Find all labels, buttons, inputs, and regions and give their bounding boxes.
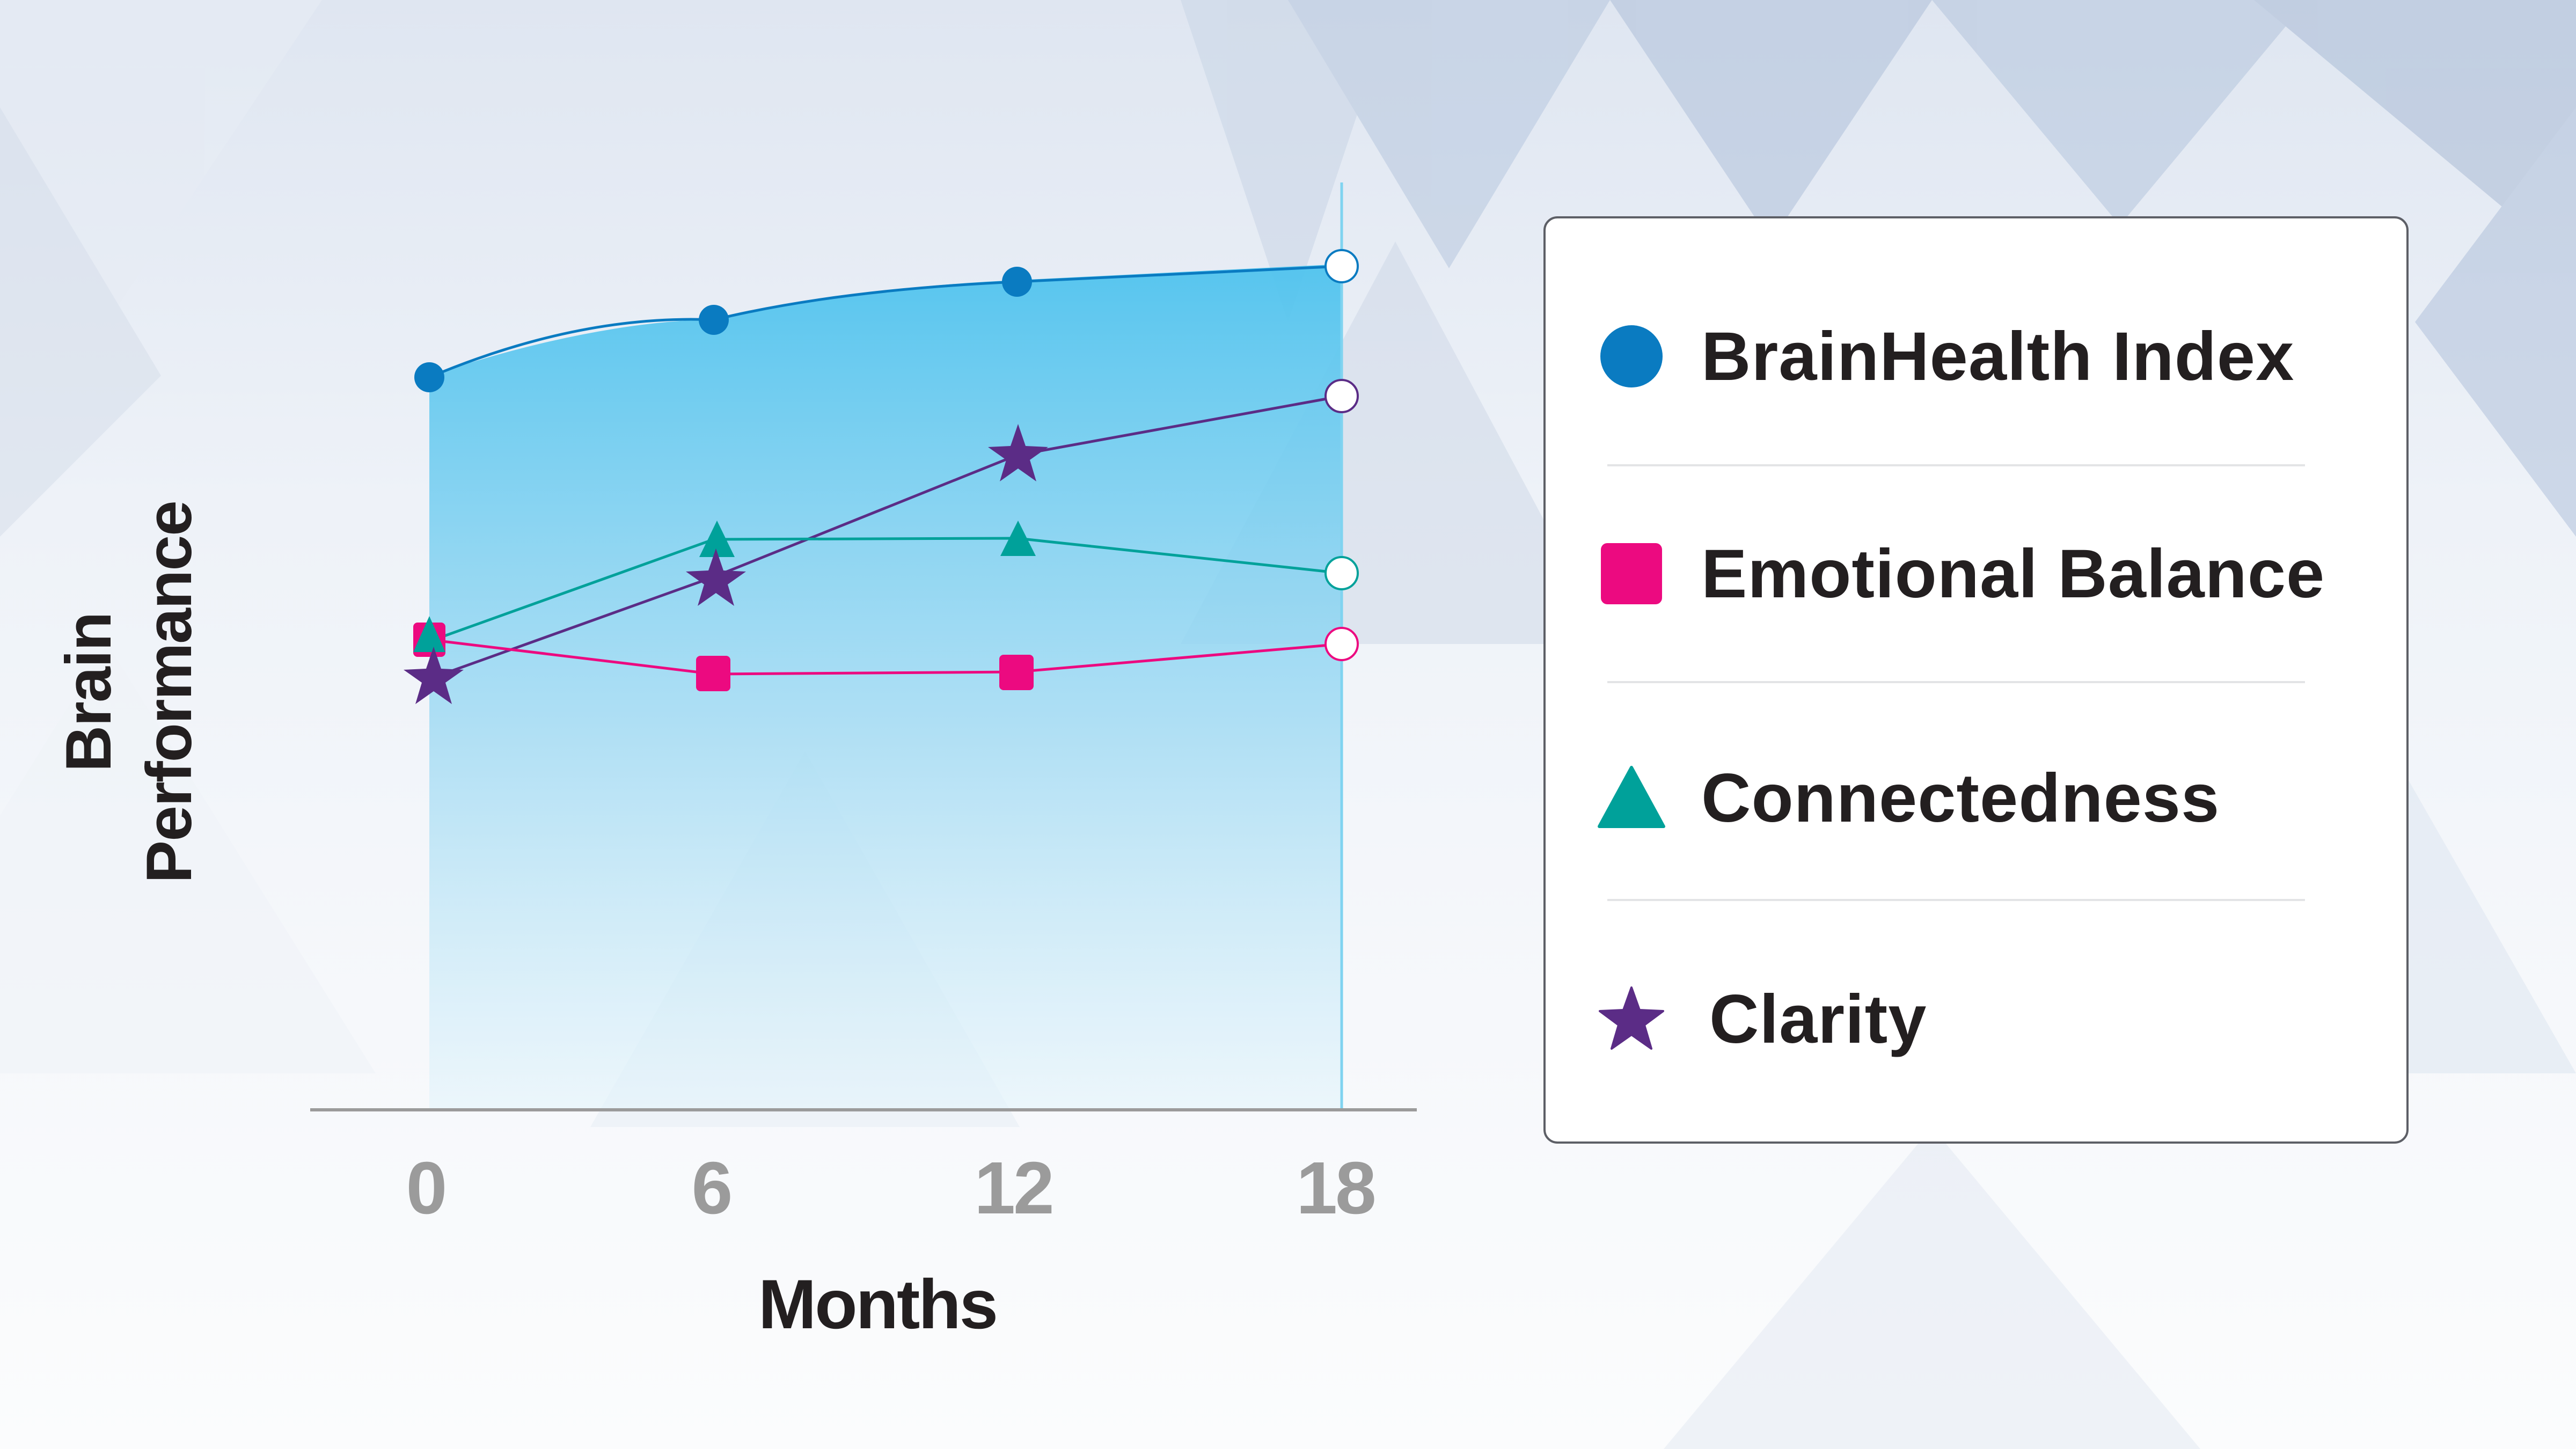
- connectedness-point-18: [1324, 556, 1359, 590]
- y-axis-label-line2: Performance: [133, 501, 205, 883]
- emotional-balance-point-6: [696, 656, 730, 691]
- x-tick-0: 0: [406, 1147, 448, 1230]
- connectedness-line: [429, 537, 1342, 643]
- clarity-point-0: [404, 647, 464, 704]
- connectedness-point-6: [699, 521, 735, 557]
- x-tick-12: 12: [974, 1147, 1054, 1230]
- emotional-balance-point-18: [1324, 627, 1359, 661]
- connectedness-point-0: [413, 616, 445, 652]
- star-icon: [1599, 986, 1664, 1050]
- brainhealth-point-12: [1002, 267, 1032, 297]
- legend-item-emotional-balance: Emotional Balance: [1546, 520, 2406, 627]
- x-tick-6: 6: [691, 1147, 733, 1230]
- legend-divider: [1607, 899, 2305, 901]
- y-axis-label: Brain Performance: [48, 501, 209, 883]
- connectedness-point-12: [1000, 521, 1036, 556]
- circle-icon: [1600, 325, 1663, 387]
- chart-legend: BrainHealth Index Emotional Balance Conn…: [1543, 216, 2409, 1144]
- clarity-point-6: [686, 548, 746, 606]
- square-icon: [1601, 543, 1662, 604]
- x-axis-label: Months: [758, 1265, 998, 1343]
- legend-item-connectedness: Connectedness: [1546, 744, 2406, 852]
- brainhealth-point-6: [699, 305, 729, 335]
- x-tick-18: 18: [1296, 1147, 1376, 1230]
- brainhealth-point-0: [414, 362, 444, 392]
- legend-item-clarity: Clarity: [1546, 965, 2406, 1073]
- emotional-balance-point-12: [999, 655, 1034, 690]
- brainhealth-point-18: [1324, 249, 1359, 283]
- legend-divider: [1607, 681, 2305, 683]
- legend-divider: [1607, 464, 2305, 466]
- triangle-icon: [1598, 766, 1665, 828]
- emotional-balance-line: [429, 638, 1342, 676]
- clarity-line: [429, 394, 1342, 680]
- legend-item-brainhealth-index: BrainHealth Index: [1546, 303, 2406, 410]
- legend-label: Clarity: [1709, 980, 1927, 1058]
- legend-label: Emotional Balance: [1701, 535, 2325, 612]
- clarity-point-18: [1324, 379, 1359, 413]
- brainhealth-area: [429, 264, 1342, 1110]
- legend-label: BrainHealth Index: [1701, 318, 2295, 395]
- clarity-point-12: [988, 424, 1048, 481]
- y-axis-label-line1: Brain: [53, 612, 125, 772]
- legend-label: Connectedness: [1701, 759, 2220, 837]
